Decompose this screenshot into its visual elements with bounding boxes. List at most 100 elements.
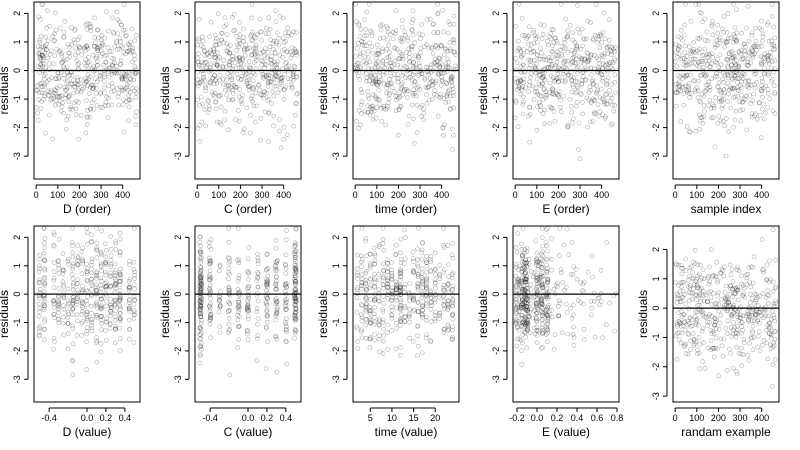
data-point bbox=[581, 69, 586, 74]
data-point bbox=[433, 285, 438, 291]
data-point bbox=[124, 82, 130, 87]
data-point bbox=[272, 84, 277, 89]
data-point bbox=[99, 321, 104, 327]
data-point bbox=[209, 89, 215, 95]
data-point bbox=[424, 92, 430, 97]
data-point bbox=[267, 73, 273, 79]
data-point bbox=[104, 298, 109, 304]
x-tick-label: 300 bbox=[733, 190, 748, 200]
x-tick-label: 400 bbox=[434, 190, 449, 200]
data-point bbox=[447, 64, 452, 70]
data-point bbox=[451, 40, 457, 46]
data-point bbox=[733, 109, 739, 114]
data-point bbox=[38, 62, 44, 67]
data-point bbox=[412, 79, 418, 84]
data-point bbox=[435, 113, 441, 119]
data-point bbox=[273, 8, 278, 13]
data-point bbox=[38, 16, 43, 22]
data-point bbox=[519, 362, 525, 367]
data-point bbox=[34, 105, 39, 110]
data-point bbox=[85, 115, 90, 120]
data-point bbox=[240, 56, 245, 61]
data-point bbox=[37, 263, 42, 269]
data-point bbox=[443, 64, 449, 70]
data-point bbox=[608, 65, 614, 70]
data-point bbox=[103, 254, 109, 260]
data-point bbox=[516, 2, 522, 7]
data-point bbox=[769, 38, 774, 44]
data-point bbox=[398, 55, 403, 61]
data-points bbox=[673, 2, 778, 159]
data-point bbox=[355, 73, 361, 79]
data-point bbox=[585, 51, 591, 56]
data-point bbox=[59, 60, 64, 66]
data-point bbox=[450, 37, 456, 43]
data-point bbox=[238, 99, 244, 104]
data-point bbox=[269, 54, 274, 59]
data-point bbox=[38, 64, 43, 70]
data-point bbox=[221, 40, 226, 45]
data-point bbox=[377, 102, 383, 107]
data-point bbox=[675, 296, 680, 301]
data-point bbox=[70, 276, 76, 282]
data-point bbox=[208, 335, 213, 341]
data-point bbox=[450, 74, 456, 80]
data-point bbox=[250, 29, 255, 35]
data-point bbox=[397, 345, 403, 350]
data-point bbox=[95, 46, 100, 51]
data-point bbox=[255, 321, 260, 327]
data-point bbox=[376, 97, 382, 103]
data-point bbox=[389, 285, 395, 291]
data-point bbox=[601, 10, 607, 16]
data-point bbox=[380, 319, 386, 325]
data-point bbox=[258, 138, 264, 143]
data-point bbox=[427, 16, 433, 22]
data-point bbox=[531, 40, 537, 46]
data-point bbox=[419, 295, 425, 301]
data-point bbox=[547, 104, 553, 110]
data-point bbox=[230, 57, 236, 62]
data-point bbox=[263, 74, 269, 80]
data-point bbox=[398, 236, 404, 242]
data-point bbox=[353, 69, 359, 74]
data-point bbox=[83, 78, 89, 84]
data-point bbox=[84, 26, 90, 32]
data-point bbox=[402, 256, 408, 262]
data-point bbox=[580, 111, 585, 117]
y-tick-label: -1 bbox=[173, 319, 183, 327]
data-point bbox=[751, 44, 757, 50]
data-point bbox=[37, 37, 42, 43]
data-point bbox=[284, 297, 289, 302]
data-point bbox=[419, 271, 425, 277]
data-point bbox=[560, 279, 566, 285]
x-axis-label: D (order) bbox=[63, 202, 111, 216]
y-tick-label: -1 bbox=[491, 319, 501, 327]
data-point bbox=[751, 91, 757, 97]
data-point bbox=[531, 97, 537, 102]
data-point bbox=[91, 86, 96, 91]
data-point bbox=[749, 111, 755, 116]
data-point bbox=[385, 25, 390, 31]
data-point bbox=[132, 88, 137, 94]
data-point bbox=[589, 312, 594, 318]
data-point bbox=[741, 41, 747, 47]
data-point bbox=[537, 72, 543, 77]
data-point bbox=[424, 269, 429, 275]
data-point bbox=[376, 80, 382, 85]
x-tick-label: 0 bbox=[353, 190, 358, 200]
data-point bbox=[384, 70, 390, 76]
data-point bbox=[215, 11, 221, 16]
data-point bbox=[107, 326, 113, 331]
data-point bbox=[106, 83, 111, 88]
data-point bbox=[748, 284, 753, 290]
data-point bbox=[288, 49, 293, 55]
data-point bbox=[598, 267, 604, 273]
data-point bbox=[283, 59, 289, 65]
data-point bbox=[451, 132, 456, 138]
data-point bbox=[98, 48, 104, 54]
data-point bbox=[410, 8, 416, 14]
y-tick-label: -3 bbox=[173, 375, 183, 383]
data-point bbox=[393, 108, 399, 113]
data-point bbox=[124, 99, 129, 104]
data-point bbox=[538, 102, 543, 108]
